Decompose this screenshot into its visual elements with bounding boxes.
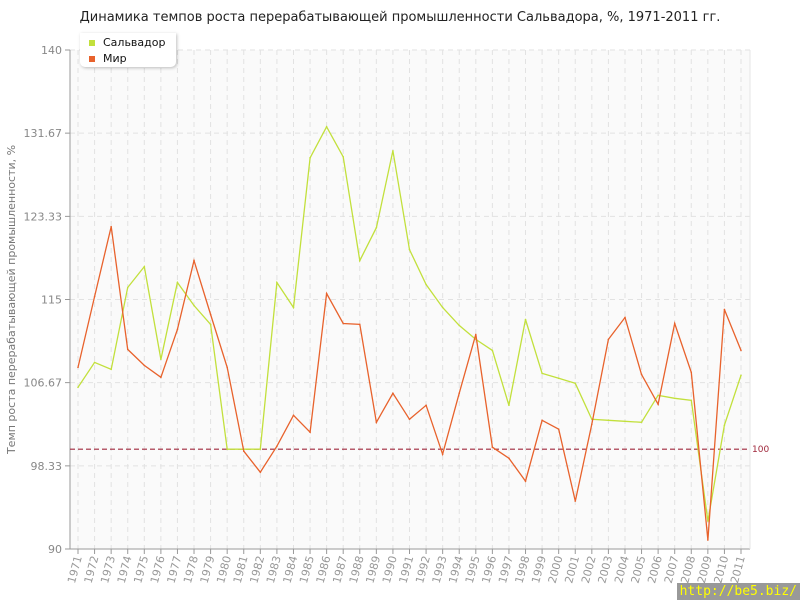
data-point xyxy=(408,248,411,251)
reference-line-label: 100 xyxy=(752,445,769,455)
data-point xyxy=(226,366,228,369)
legend-swatch xyxy=(89,39,95,46)
data-point xyxy=(707,520,709,522)
data-point xyxy=(160,376,162,379)
data-point xyxy=(325,126,328,128)
data-point xyxy=(276,445,278,448)
data-point xyxy=(276,281,278,284)
data-point xyxy=(259,448,262,451)
data-point xyxy=(342,155,345,158)
data-point xyxy=(557,377,560,380)
watermark[interactable]: http://be5.biz/ xyxy=(676,583,800,600)
data-point xyxy=(375,421,378,424)
data-point xyxy=(143,364,146,367)
data-point xyxy=(657,403,659,406)
data-point xyxy=(408,418,411,421)
data-point xyxy=(425,404,427,407)
data-point xyxy=(475,333,477,336)
legend-item-world[interactable]: Мир xyxy=(89,52,127,65)
data-point xyxy=(93,361,96,364)
data-point xyxy=(690,371,693,374)
data-point xyxy=(707,539,709,541)
y-tick-label: 106.67 xyxy=(24,377,63,390)
data-point xyxy=(143,265,146,268)
data-point xyxy=(342,322,345,325)
data-point xyxy=(160,358,162,361)
legend-label: Сальвадор xyxy=(103,36,166,49)
data-point xyxy=(110,368,112,371)
data-point xyxy=(607,338,610,341)
data-point xyxy=(309,431,311,434)
data-point xyxy=(292,414,295,417)
data-point xyxy=(358,259,361,262)
y-tick-label: 131.67 xyxy=(24,127,63,140)
data-point xyxy=(242,450,245,452)
data-point xyxy=(392,392,394,395)
legend-label: Мир xyxy=(103,52,127,65)
data-point xyxy=(441,306,444,309)
y-axis-label: Темп роста перерабатывающей промышленнос… xyxy=(5,145,18,455)
data-point xyxy=(209,323,212,326)
data-point xyxy=(441,453,444,455)
data-point xyxy=(673,397,676,400)
data-point xyxy=(458,392,461,395)
data-point xyxy=(193,304,195,307)
legend: Сальвадор Мир xyxy=(80,33,176,67)
chart-title: Динамика темпов роста перерабатывающей п… xyxy=(79,10,721,25)
data-point xyxy=(640,373,643,376)
data-point xyxy=(508,457,510,459)
data-point xyxy=(93,295,96,298)
data-point xyxy=(640,421,643,424)
data-point xyxy=(375,226,378,229)
data-point xyxy=(524,480,527,482)
data-point xyxy=(740,349,742,352)
data-point xyxy=(209,313,212,316)
data-point xyxy=(740,374,742,377)
y-tick-label: 140 xyxy=(41,44,62,57)
data-point xyxy=(425,283,427,286)
data-point xyxy=(624,420,626,423)
data-point xyxy=(607,419,610,422)
y-tick-label: 123.33 xyxy=(24,210,63,223)
data-point xyxy=(591,423,593,426)
data-point xyxy=(574,500,577,502)
data-point xyxy=(491,349,494,352)
data-point xyxy=(524,318,527,321)
data-point xyxy=(574,382,577,385)
data-point xyxy=(723,308,726,311)
data-point xyxy=(690,399,693,402)
data-point xyxy=(358,323,361,326)
data-point xyxy=(673,322,676,325)
data-point xyxy=(508,404,510,407)
data-point xyxy=(126,286,129,289)
x-tick-label: 2011 xyxy=(728,554,748,584)
data-point xyxy=(557,428,560,431)
data-point xyxy=(226,448,228,451)
data-point xyxy=(292,306,295,309)
data-point xyxy=(491,446,494,449)
y-tick-label: 115 xyxy=(41,294,62,307)
data-point xyxy=(176,281,179,284)
data-point xyxy=(723,424,726,427)
data-point xyxy=(657,394,659,397)
data-point xyxy=(77,366,79,369)
y-tick-label: 98.33 xyxy=(31,460,63,473)
data-point xyxy=(541,372,543,375)
data-point xyxy=(309,156,311,159)
data-point xyxy=(126,348,129,351)
data-point xyxy=(259,471,262,473)
data-point xyxy=(176,328,179,331)
data-point xyxy=(193,259,195,262)
data-point xyxy=(325,292,328,295)
data-point xyxy=(624,316,626,319)
data-point xyxy=(392,149,394,152)
legend-swatch xyxy=(89,55,95,62)
data-point xyxy=(110,225,112,228)
data-point xyxy=(458,324,461,327)
data-point xyxy=(541,419,543,422)
data-point xyxy=(77,386,79,389)
legend-item-salvador[interactable]: Сальвадор xyxy=(89,36,165,49)
y-tick-label: 90 xyxy=(48,543,62,556)
